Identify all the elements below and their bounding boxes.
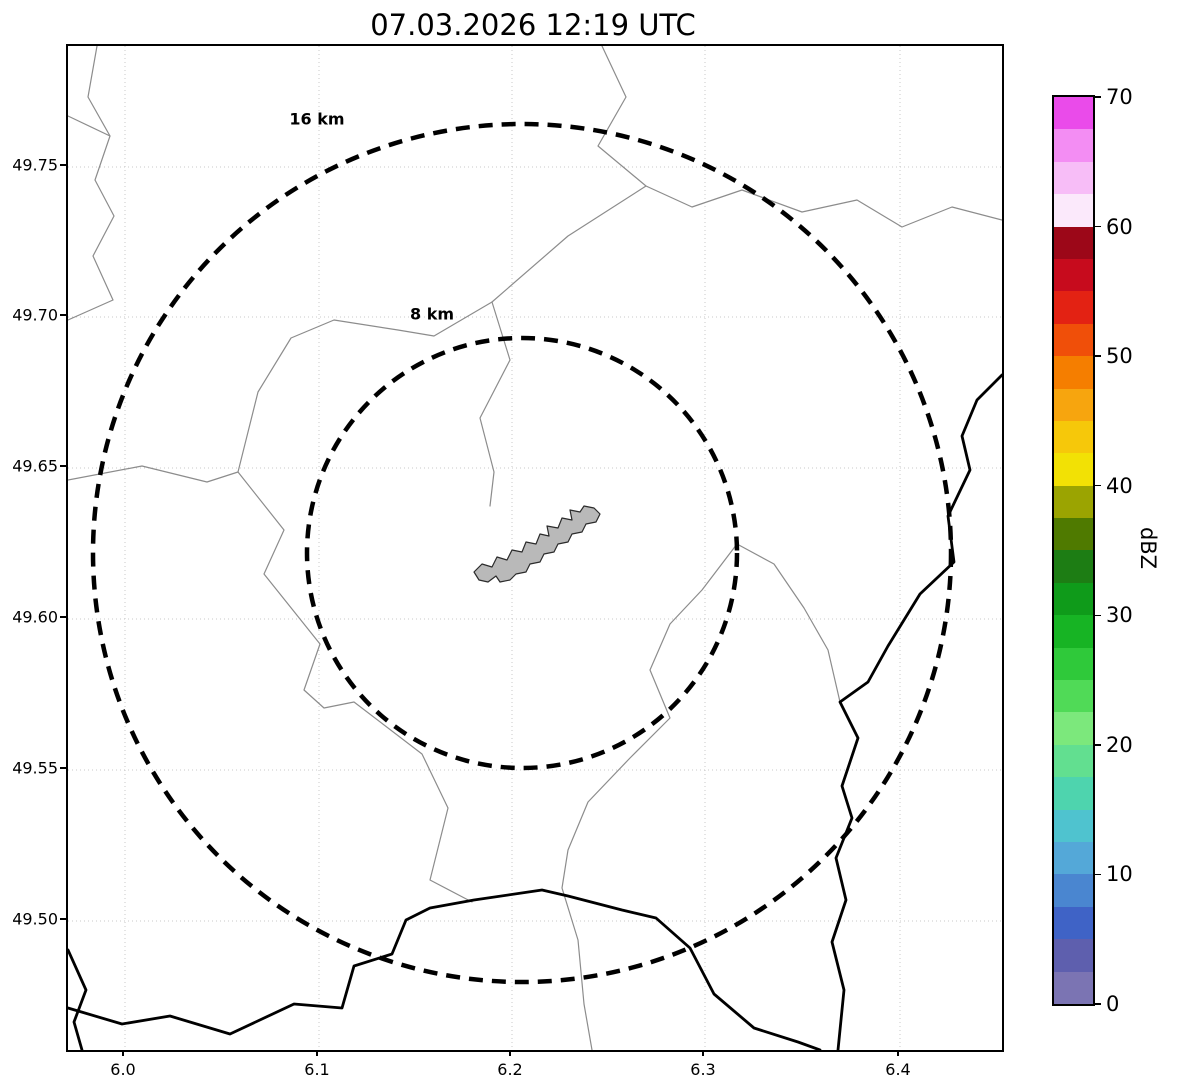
colorbar-segment	[1054, 226, 1093, 259]
colorbar-tick-label: 70	[1106, 85, 1133, 109]
colorbar-segment	[1054, 939, 1093, 972]
colorbar-segment	[1054, 874, 1093, 907]
city-boundary-polygon	[473, 505, 601, 583]
figure-title: 07.03.2026 12:19 UTC	[370, 8, 696, 42]
colorbar-segment	[1054, 323, 1093, 357]
border-river-line	[68, 888, 822, 1050]
colorbar-segment	[1054, 129, 1093, 162]
colorbar-segment	[1054, 388, 1093, 421]
y-tick-mark	[60, 314, 66, 316]
colorbar-tick-mark	[1095, 873, 1101, 876]
x-tick-mark	[122, 1050, 124, 1056]
x-tick-mark	[509, 1050, 511, 1056]
colorbar	[1052, 95, 1095, 1006]
colorbar-segment	[1054, 518, 1093, 551]
colorbar-tick-label: 30	[1106, 603, 1133, 628]
boundary-line	[736, 543, 841, 703]
colorbar-segment	[1054, 161, 1093, 195]
border-river-line	[830, 373, 1002, 1050]
boundary-line	[237, 471, 473, 903]
colorbar-segment	[1054, 712, 1093, 745]
colorbar-segment	[1054, 420, 1093, 454]
colorbar-segment	[1054, 356, 1093, 389]
y-tick-label: 49.75	[12, 155, 58, 175]
x-tick-label: 6.4	[885, 1060, 911, 1079]
boundary-line	[68, 115, 111, 137]
range-ring-16km	[90, 121, 954, 985]
colorbar-segment	[1054, 485, 1093, 519]
border-river-line	[68, 948, 88, 1050]
y-tick-mark	[60, 918, 66, 920]
y-tick-mark	[60, 465, 66, 467]
colorbar-tick-label: 10	[1106, 862, 1133, 887]
colorbar-segment	[1054, 582, 1093, 616]
colorbar-segment	[1054, 744, 1093, 778]
colorbar-axis-label: dBZ	[1136, 526, 1160, 570]
y-tick-label: 49.55	[12, 758, 58, 778]
boundary-line	[645, 185, 1002, 228]
y-tick-label: 49.60	[12, 607, 58, 627]
map-canvas	[68, 46, 1002, 1050]
y-tick-mark	[60, 616, 66, 618]
x-tick-mark	[897, 1050, 899, 1056]
colorbar-tick-mark	[1095, 744, 1101, 746]
boundary-line	[561, 543, 738, 1050]
colorbar-segment	[1054, 647, 1093, 681]
range-ring-label-8km: 8 km	[409, 304, 455, 324]
colorbar-tick-label: 0	[1106, 992, 1120, 1016]
colorbar-segment	[1054, 841, 1093, 875]
y-tick-label: 49.65	[12, 456, 58, 476]
colorbar-tick-label: 60	[1106, 214, 1133, 239]
colorbar-segment	[1054, 906, 1093, 940]
colorbar-tick-mark	[1095, 484, 1101, 487]
colorbar-segment	[1054, 615, 1093, 648]
x-tick-mark	[702, 1050, 704, 1056]
y-tick-mark	[60, 767, 66, 769]
colorbar-tick-mark	[1095, 96, 1101, 98]
colorbar-segment	[1054, 971, 1093, 1004]
x-tick-label: 6.2	[497, 1060, 523, 1079]
y-tick-label: 49.70	[12, 305, 58, 325]
x-tick-label: 6.0	[110, 1060, 136, 1079]
colorbar-segment	[1054, 777, 1093, 810]
colorbar-tick-mark	[1095, 225, 1101, 228]
range-ring-label-16km: 16 km	[289, 109, 345, 129]
boundary-line	[479, 301, 511, 507]
x-tick-label: 6.3	[690, 1060, 716, 1079]
colorbar-tick-mark	[1095, 614, 1101, 617]
map-plot-area: 16 km 8 km	[66, 44, 1004, 1052]
x-tick-label: 6.1	[304, 1060, 330, 1079]
colorbar-segment	[1054, 97, 1093, 130]
colorbar-segment	[1054, 453, 1093, 486]
range-ring-8km	[304, 335, 740, 771]
colorbar-segment	[1054, 291, 1093, 324]
colorbar-tick-mark	[1095, 355, 1101, 357]
y-tick-label: 49.50	[12, 909, 58, 929]
colorbar-segment	[1054, 680, 1093, 713]
colorbar-tick-label: 20	[1106, 732, 1133, 757]
colorbar-segment	[1054, 550, 1093, 583]
boundary-line	[68, 46, 647, 483]
x-tick-mark	[316, 1050, 318, 1056]
y-tick-mark	[60, 164, 66, 166]
colorbar-segment	[1054, 194, 1093, 227]
colorbar-segment	[1054, 809, 1093, 842]
colorbar-tick-label: 50	[1106, 344, 1133, 369]
boundary-line	[68, 46, 115, 321]
colorbar-tick-mark	[1095, 1003, 1101, 1005]
colorbar-tick-label: 40	[1106, 473, 1133, 498]
colorbar-segment	[1054, 258, 1093, 292]
